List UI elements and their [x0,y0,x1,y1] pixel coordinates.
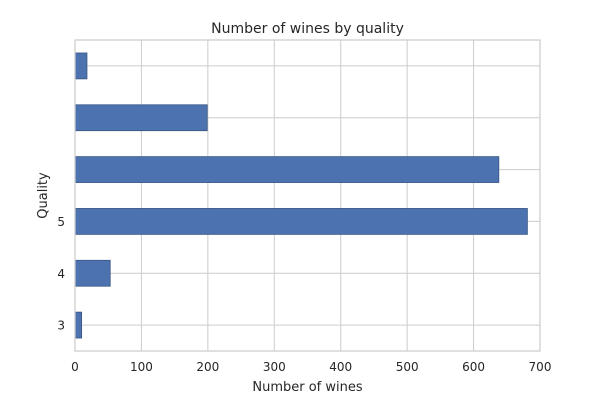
bar-1 [74,311,83,339]
bar-3 [74,208,528,235]
bar-2 [74,259,111,287]
x-tick-label: 400 [329,360,352,374]
chart-title: Number of wines by quality [211,21,404,37]
y-tick-label: 5 [57,215,65,229]
bar-layer [74,52,528,339]
bar-4 [74,156,500,183]
bar-5 [74,104,208,132]
y-tick-label: 3 [57,319,65,333]
x-axis-label: Number of wines [252,380,362,395]
x-tick-label: 600 [462,360,485,374]
x-tick-label: 200 [196,360,219,374]
plot-frame [74,39,541,352]
bar-6 [74,52,88,80]
y-axis-label: Quality [36,172,51,219]
x-tick-label: 100 [130,360,153,374]
x-tick-label: 300 [263,360,286,374]
x-tick-label: 700 [529,360,552,374]
y-tick-label: 4 [57,267,65,281]
y-tick-labels: 3 4 5 [57,215,65,333]
x-tick-labels: 0 100 200 300 400 500 600 700 [71,360,551,374]
grid-layer [74,40,541,351]
x-tick-label: 500 [396,360,419,374]
x-tick-label: 0 [71,360,79,374]
